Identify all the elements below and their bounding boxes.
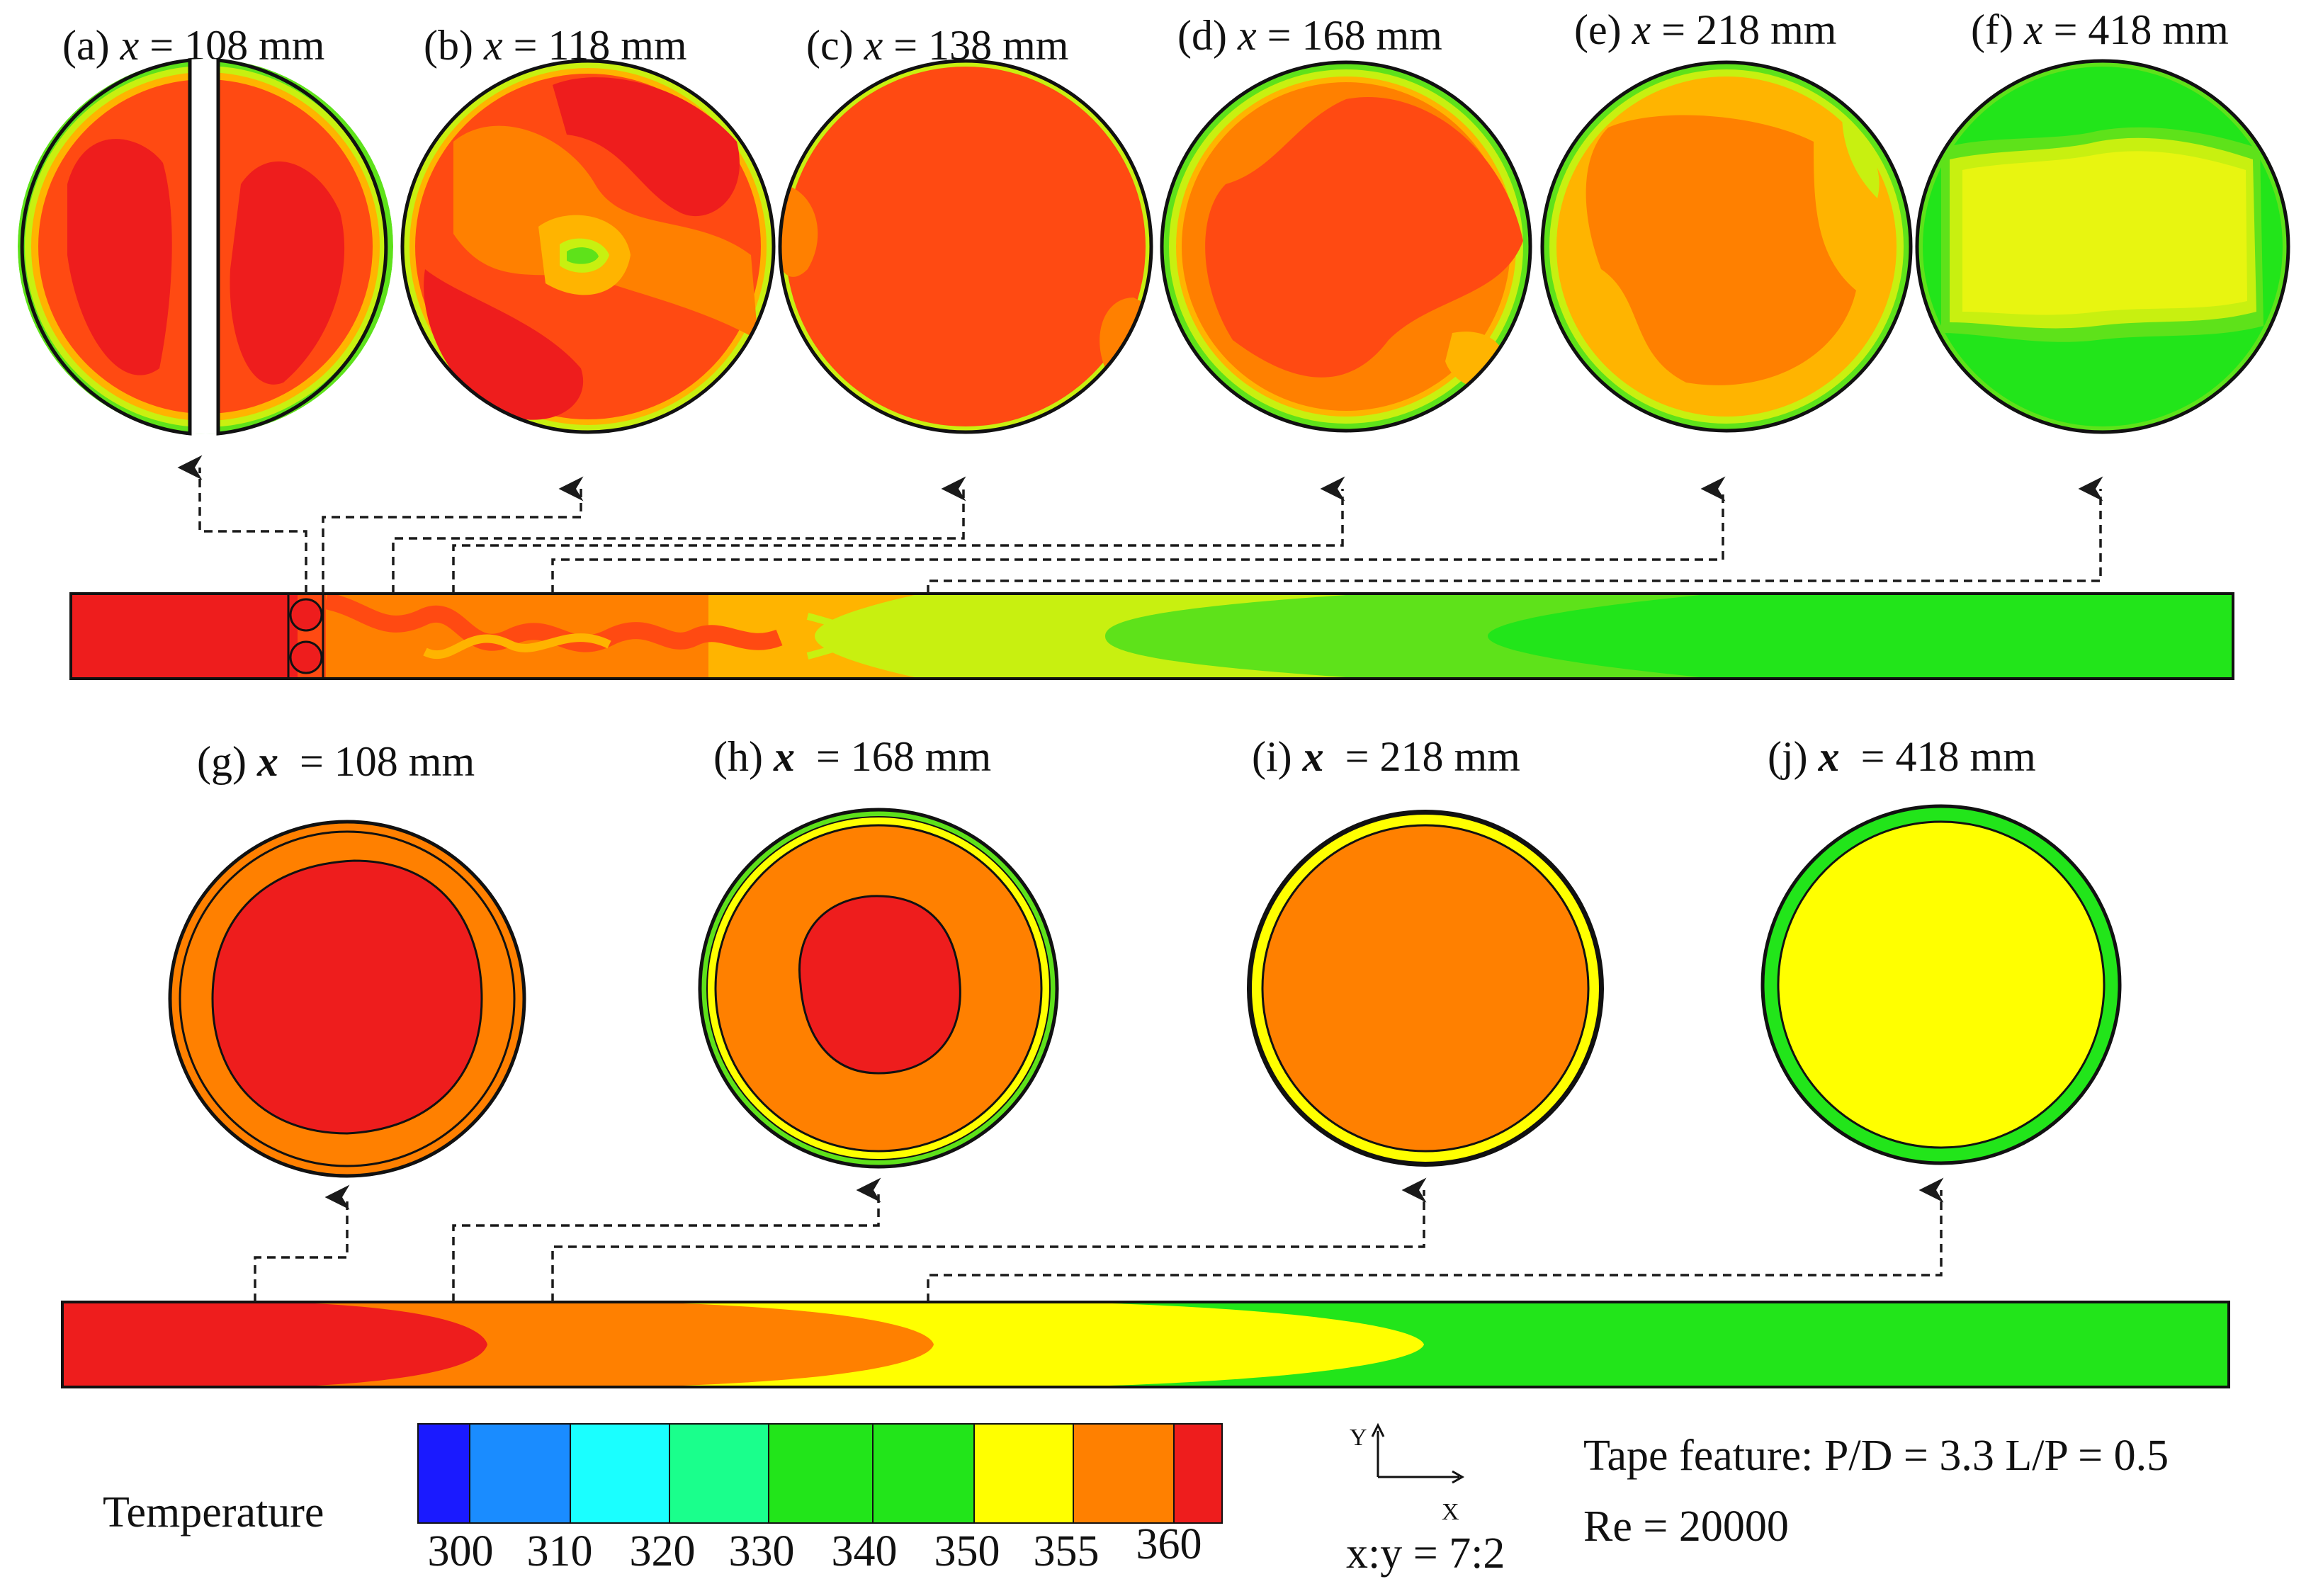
legend-tick-label: 350 [934, 1527, 1000, 1575]
panel-b-title: (b) x = 118 mm [424, 22, 687, 69]
cross-section-b [400, 59, 776, 434]
cross-section-g [168, 820, 526, 1178]
leader-g [254, 1184, 350, 1302]
legend-tick-label: 355 [1034, 1527, 1100, 1575]
top-panel-titles: (a) x = 108 mm (b) x = 118 mm (c) x = 13… [62, 6, 2229, 69]
cross-section-e [1540, 60, 1913, 433]
legend-ticks: 300 310 320 330 340 350 355 360 [428, 1520, 1202, 1575]
panel-d-title: (d) x = 168 mm [1177, 12, 1442, 59]
cross-section-f [1915, 59, 2290, 434]
legend-swatches [417, 1423, 1223, 1524]
reynolds-number: Re = 20000 [1583, 1502, 1789, 1551]
leader-d [452, 476, 1345, 594]
cross-section-c [778, 59, 1153, 434]
axis-indicator: Y X x:y = 7:2 [1346, 1422, 1505, 1578]
axis-x-label: X [1442, 1499, 1459, 1525]
panel-e-title: (e) x = 218 mm [1574, 6, 1836, 53]
bottom-panel-titles: (g) x = 108 mm (h) x = 168 mm (i) x = 21… [197, 733, 2036, 785]
panel-g-title: (g) x = 108 mm [197, 738, 475, 785]
panel-f-title: (f) x = 418 mm [1971, 6, 2229, 53]
cross-section-a [18, 58, 393, 436]
legend-tick-label: 310 [527, 1527, 593, 1575]
leader-c [392, 476, 966, 594]
legend-tick-label: 340 [832, 1527, 898, 1575]
legend-swatch-6 [973, 1423, 1074, 1524]
panel-h-title: (h) x = 168 mm [713, 733, 991, 780]
legend-title: Temperature [103, 1488, 324, 1536]
cross-section-i [1247, 810, 1604, 1167]
panel-c-title: (c) x = 138 mm [806, 22, 1068, 69]
legend-swatch-2 [570, 1423, 670, 1524]
panel-j-title: (j) x = 418 mm [1768, 733, 2036, 780]
leader-i [551, 1177, 1427, 1302]
legend-swatch-1 [469, 1423, 571, 1524]
tape-feature: Tape feature: P/D = 3.3 L/P = 0.5 [1583, 1432, 2169, 1480]
bottom-leader-lines [254, 1177, 1944, 1302]
panel-i-title: (i) x = 218 mm [1252, 733, 1520, 780]
cross-section-d [1160, 60, 1532, 433]
case-info: Tape feature: P/D = 3.3 L/P = 0.5 Re = 2… [1583, 1432, 2169, 1551]
legend-swatch-7 [1073, 1423, 1175, 1524]
axis-y-label: Y [1350, 1425, 1367, 1451]
leader-f [927, 476, 2103, 594]
plain-tube [61, 1301, 2230, 1388]
legend-swatch-0 [417, 1423, 470, 1524]
aspect-ratio: x:y = 7:2 [1346, 1529, 1505, 1578]
legend-tick-label: 300 [428, 1527, 494, 1575]
legend-swatch-8 [1173, 1423, 1223, 1524]
legend-tick-label: 330 [729, 1527, 795, 1575]
legend-tick-label: 360 [1136, 1520, 1202, 1568]
tube-with-tape [69, 592, 2234, 680]
leader-h [452, 1177, 881, 1302]
legend-swatch-5 [872, 1423, 975, 1524]
leader-a [177, 455, 307, 594]
legend-tick-label: 320 [630, 1527, 696, 1575]
legend-swatch-3 [669, 1423, 769, 1524]
cross-section-h [698, 808, 1059, 1169]
legend-swatch-4 [768, 1423, 874, 1524]
top-leader-lines [177, 455, 2103, 594]
temperature-legend: Temperature 300 310 320 330 340 350 355 360 [103, 1423, 1223, 1575]
cross-section-j [1760, 804, 2122, 1165]
leader-b [322, 476, 584, 594]
leader-j [927, 1177, 1944, 1302]
leader-e [551, 476, 1726, 594]
